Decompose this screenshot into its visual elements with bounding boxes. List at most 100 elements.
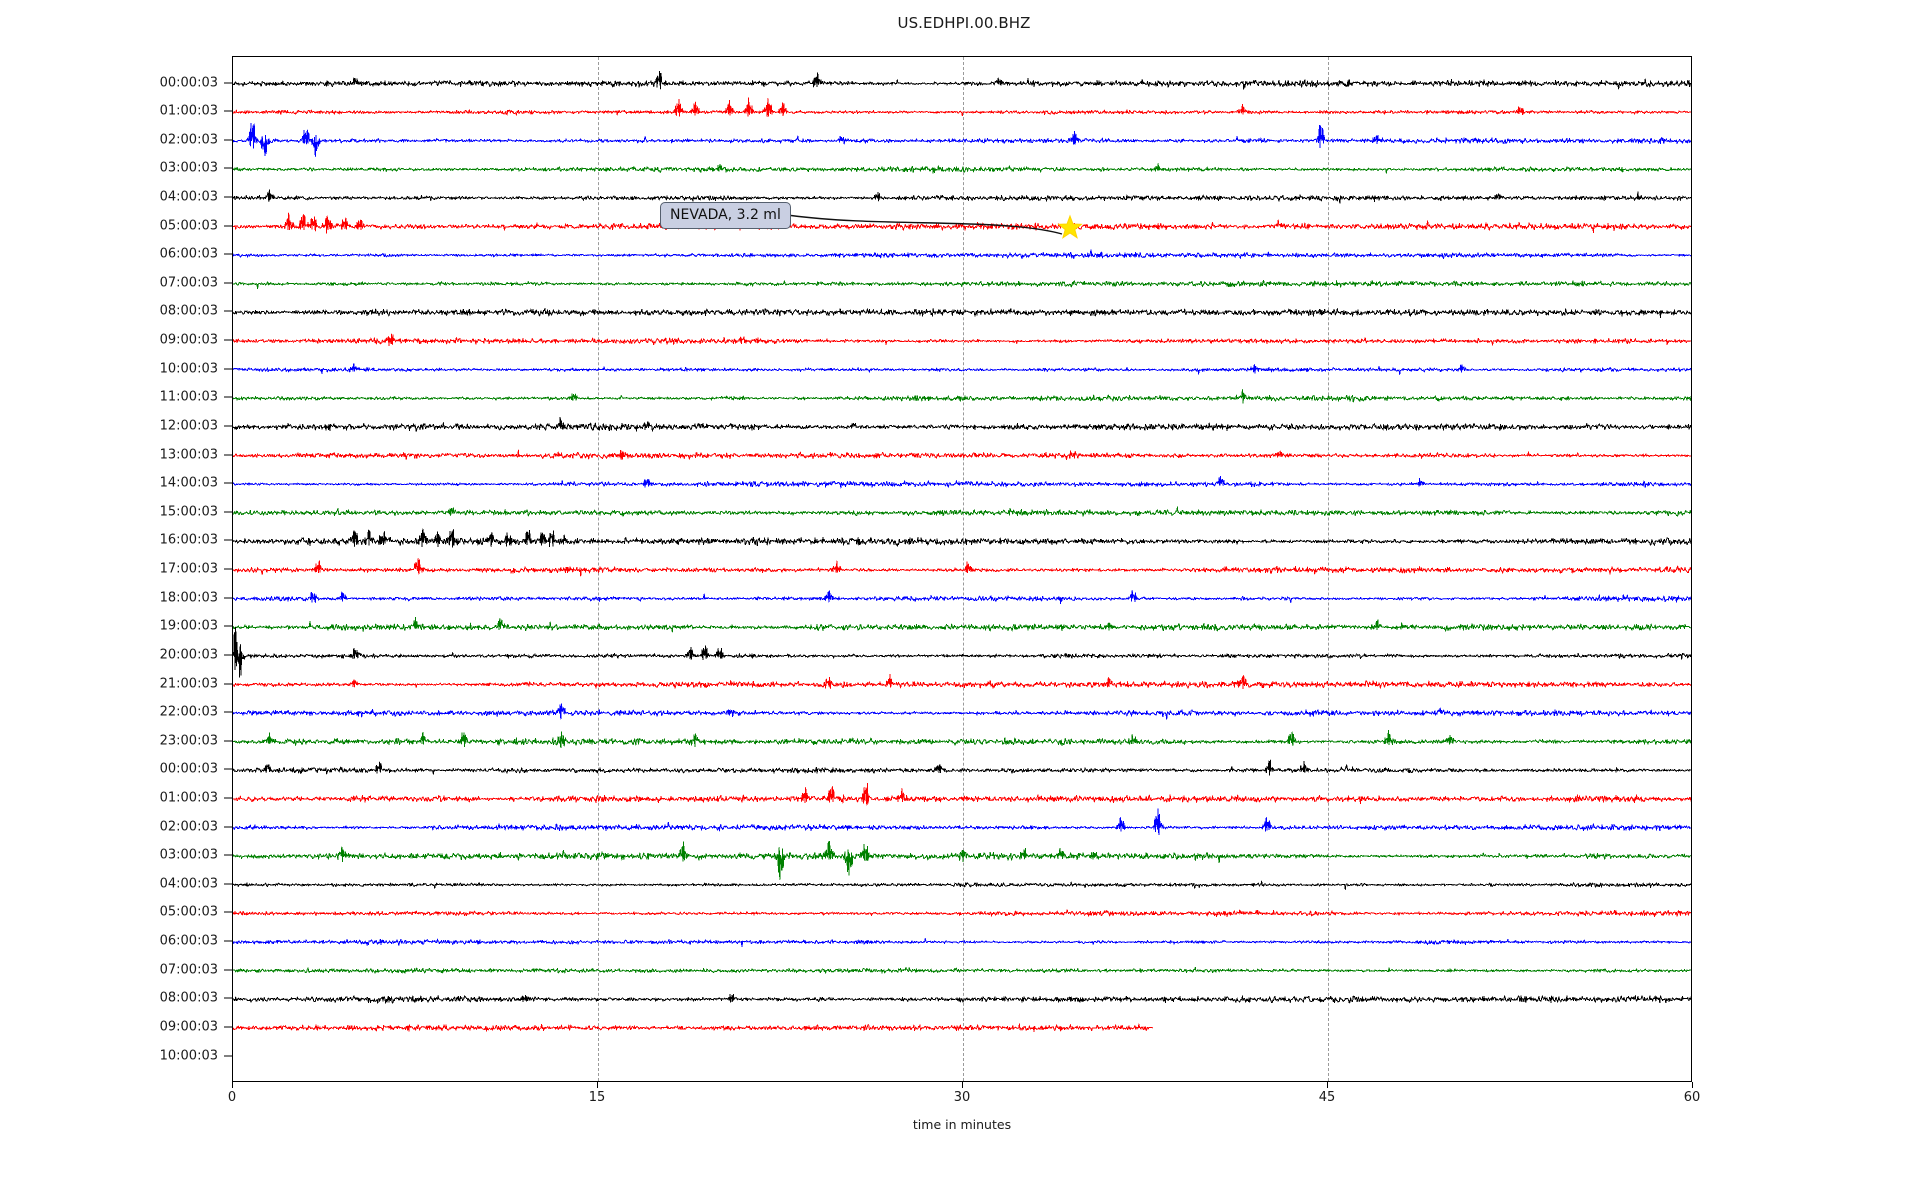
y-axis-tick-label: 16:00:03: [159, 532, 218, 548]
y-axis-tick-mark: [224, 282, 232, 284]
gridline-45min: [1328, 57, 1329, 1081]
y-axis-tick-label: 04:00:03: [159, 189, 218, 205]
trace-row-24: [233, 759, 1691, 776]
trace-row-31: [233, 966, 1691, 974]
trace-row-30: [233, 938, 1691, 948]
y-axis-tick-mark: [224, 225, 232, 227]
y-axis-tick-label: 04:00:03: [159, 876, 218, 892]
trace-row-27: [233, 840, 1691, 880]
trace-row-3: [233, 163, 1691, 174]
y-axis-tick-mark: [224, 110, 232, 112]
y-axis-tick-mark: [224, 139, 232, 141]
trace-row-22: [233, 703, 1691, 720]
y-axis-row-labels: 00:00:03 01:00:03 02:00:03 03:00:03 04:00:03…: [0, 0, 232, 1090]
x-axis-tick-mark: [1327, 1082, 1328, 1088]
trace-row-9: [233, 333, 1691, 347]
trace-row-25: [233, 782, 1691, 806]
y-axis-tick-label: 22:00:03: [159, 704, 218, 720]
y-axis-tick-mark: [224, 654, 232, 656]
waveform-traces: [233, 57, 1691, 1081]
y-axis-tick-label: 07:00:03: [159, 275, 218, 291]
trace-row-21: [233, 674, 1691, 689]
x-axis-tick-label: 60: [1683, 1090, 1701, 1105]
trace-row-6: [233, 249, 1691, 260]
y-axis-tick-mark: [224, 82, 232, 83]
trace-row-23: [233, 729, 1691, 749]
y-axis-tick-mark: [224, 597, 232, 599]
trace-row-12: [233, 416, 1691, 432]
y-axis-tick-label: 03:00:03: [159, 847, 218, 863]
y-axis-tick-label: 09:00:03: [159, 1019, 218, 1035]
traces-svg: [233, 70, 1691, 1033]
y-axis-tick-mark: [224, 539, 232, 541]
y-axis-tick-label: 08:00:03: [159, 990, 218, 1006]
y-axis-tick-mark: [224, 826, 232, 828]
y-axis-tick-mark: [224, 310, 232, 312]
y-axis-tick-label: 19:00:03: [159, 618, 218, 634]
y-axis-tick-label: 21:00:03: [159, 676, 218, 691]
y-axis-tick-mark: [224, 167, 232, 169]
trace-row-7: [233, 279, 1691, 290]
x-axis-tick-label: 15: [588, 1090, 606, 1105]
trace-row-16: [233, 528, 1691, 548]
y-axis-tick-mark: [224, 253, 232, 255]
trace-row-5: [233, 212, 1691, 234]
y-axis-tick-label: 02:00:03: [159, 132, 218, 148]
x-axis-tick-label: 0: [227, 1090, 237, 1105]
y-axis-tick-mark: [224, 425, 232, 427]
y-axis-tick-label: 05:00:03: [159, 218, 218, 234]
plot-axes: [232, 56, 1692, 1082]
y-axis-tick-label: 15:00:03: [159, 504, 218, 520]
trace-row-20: [233, 626, 1691, 678]
y-axis-tick-mark: [224, 196, 232, 198]
trace-row-0: [233, 70, 1691, 90]
trace-row-11: [233, 389, 1691, 404]
y-axis-tick-mark: [224, 711, 232, 713]
gridlines: [233, 57, 1691, 1081]
gridline-15min: [598, 57, 599, 1081]
y-axis-tick-mark: [224, 797, 232, 799]
y-axis-tick-label: 07:00:03: [159, 962, 218, 978]
x-axis-tick-label: 30: [953, 1090, 971, 1105]
y-axis-tick-mark: [224, 1026, 232, 1028]
y-axis-tick-mark: [224, 997, 232, 999]
y-axis-tick-label: 06:00:03: [159, 933, 218, 949]
y-axis-tick-label: 10:00:03: [159, 1048, 218, 1063]
y-axis-tick-label: 23:00:03: [159, 733, 218, 749]
x-axis-tick-mark: [597, 1082, 598, 1088]
trace-row-10: [233, 363, 1691, 375]
page-title: US.EDHPI.00.BHZ: [0, 14, 1920, 32]
trace-row-19: [233, 617, 1691, 633]
trace-row-2: [233, 122, 1691, 157]
y-axis-tick-label: 01:00:03: [159, 103, 218, 119]
y-axis-tick-mark: [224, 454, 232, 455]
trace-row-1: [233, 97, 1691, 117]
earthquake-annotation-label: NEVADA, 3.2 ml: [660, 202, 791, 230]
trace-row-8: [233, 308, 1691, 318]
x-axis-tick-mark: [1692, 1082, 1693, 1088]
x-axis-tick-mark: [232, 1082, 233, 1088]
trace-row-18: [233, 590, 1691, 604]
y-axis-tick-mark: [224, 396, 232, 398]
y-axis-tick-label: 00:00:03: [159, 75, 218, 90]
gridline-30min: [963, 57, 964, 1081]
trace-row-33: [233, 1023, 1153, 1033]
trace-row-13: [233, 449, 1691, 460]
y-axis-tick-mark: [224, 740, 232, 742]
y-axis-tick-mark: [224, 854, 232, 856]
y-axis-tick-label: 11:00:03: [159, 389, 218, 405]
y-axis-tick-label: 03:00:03: [159, 160, 218, 176]
y-axis-tick-mark: [224, 339, 232, 341]
y-axis-tick-mark: [224, 368, 232, 370]
y-axis-tick-label: 18:00:03: [159, 590, 218, 606]
y-axis-tick-label: 08:00:03: [159, 303, 218, 319]
y-axis-tick-label: 09:00:03: [159, 332, 218, 348]
y-axis-tick-label: 05:00:03: [159, 904, 218, 920]
y-axis-tick-label: 20:00:03: [159, 647, 218, 663]
trace-row-15: [233, 506, 1691, 517]
plot-title-text: US.EDHPI.00.BHZ: [897, 14, 1031, 32]
y-axis-tick-mark: [224, 911, 232, 913]
trace-row-14: [233, 476, 1691, 489]
x-axis-tick-label: 45: [1318, 1090, 1336, 1105]
